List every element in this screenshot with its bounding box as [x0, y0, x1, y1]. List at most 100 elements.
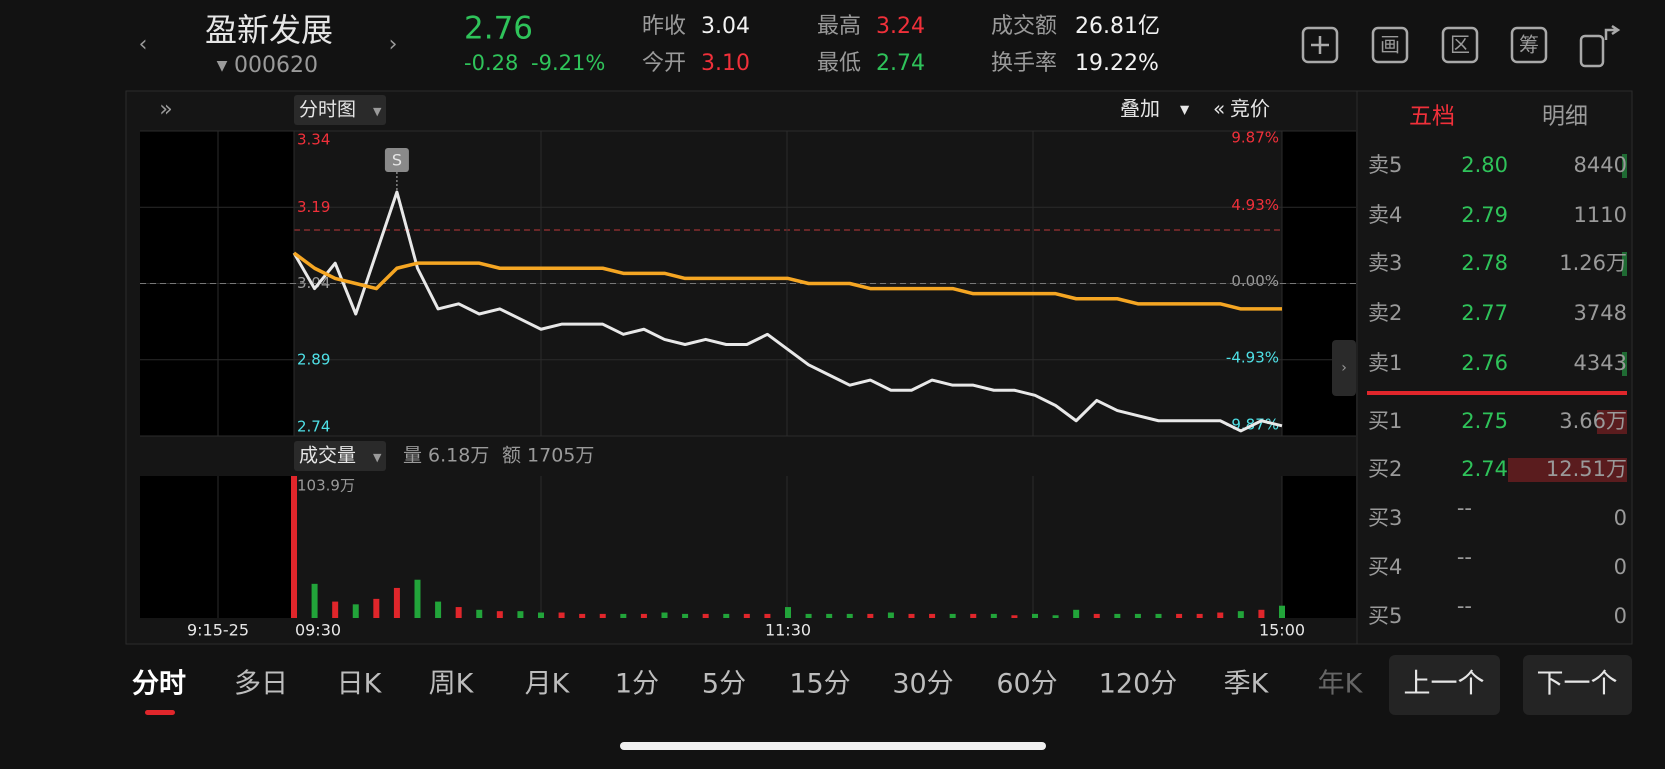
annotation-box [384, 148, 409, 172]
period-tab[interactable]: 年K [1318, 669, 1364, 700]
book-volume: 0 [1614, 555, 1627, 579]
zone-icon[interactable] [1441, 26, 1479, 64]
x-tick-label: 11:30 [765, 621, 811, 640]
book-price: -- [1457, 545, 1472, 569]
collapse[interactable]: » [159, 97, 172, 122]
depth-bar [1508, 458, 1627, 482]
stock-name: 盈新发展 [205, 11, 333, 49]
book-price: 2.78 [1461, 251, 1508, 275]
stat-value: 2.74 [876, 51, 925, 76]
y-tick-label: 2.89 [297, 350, 330, 368]
book-label: 卖2 [1368, 301, 1402, 325]
volume-bar [373, 598, 380, 618]
volume-bar [620, 613, 627, 618]
volume-bar [1176, 613, 1183, 618]
period-tab[interactable]: 1分 [615, 669, 659, 700]
period-tab[interactable]: 季K [1224, 669, 1270, 700]
next-button[interactable] [1523, 655, 1632, 715]
stat-label: 最低 [817, 51, 861, 76]
book-label: 买4 [1368, 555, 1402, 579]
volume-bar [496, 611, 503, 618]
y-tick-label: 3.19 [297, 198, 330, 216]
book-label: 买5 [1368, 604, 1402, 628]
mode-btn[interactable] [294, 95, 386, 125]
volume-bar [291, 476, 297, 618]
book-tab[interactable]: 明细 [1542, 104, 1588, 130]
pct-tick-label: 4.93% [1231, 196, 1279, 214]
book-volume: 12.51万 [1546, 457, 1627, 481]
add-icon[interactable] [1301, 26, 1339, 64]
stat-value: 3.24 [876, 14, 925, 39]
phone-icon[interactable] [1579, 34, 1605, 68]
chart: 3.343.193.042.892.749.87%4.93%0.00%-4.93… [140, 129, 1356, 640]
premarket-vol-area [140, 476, 294, 618]
period-tab[interactable]: 多日 [234, 669, 288, 700]
book-label: 买3 [1368, 506, 1402, 530]
volume-bar [1237, 611, 1244, 618]
volume-bar [538, 612, 544, 618]
volume-bar [517, 611, 524, 618]
period-tab[interactable]: 60分 [996, 669, 1057, 700]
period-tab[interactable]: 30分 [892, 669, 953, 700]
book-tab[interactable]: 五档 [1409, 104, 1455, 130]
stat-label: 今开 [642, 51, 686, 76]
stat-label: 昨收 [642, 14, 686, 39]
icon-label: 区 [1450, 33, 1470, 57]
depth-bar [1597, 410, 1627, 434]
book-price: -- [1457, 496, 1472, 520]
pct-tick-label: -4.93% [1226, 348, 1279, 366]
book-label: 卖4 [1368, 203, 1402, 227]
period-tab[interactable]: 分时 [132, 669, 186, 700]
book-volume: 4343 [1574, 351, 1627, 375]
volume-bar [867, 613, 874, 618]
volume-bar [1196, 613, 1203, 618]
vol-amount: 量 6.18万 [403, 445, 489, 467]
draw-icon[interactable] [1371, 26, 1409, 64]
dropdown-arrow[interactable]: ▼ [217, 58, 228, 74]
price: 2.76 [464, 11, 533, 47]
book-volume: 0 [1614, 604, 1627, 628]
chart-panel [125, 90, 1633, 645]
depth-bar [1622, 154, 1627, 178]
next-stock[interactable]: › [389, 32, 398, 57]
period-tab[interactable]: 日K [337, 669, 383, 700]
vol-btn[interactable] [294, 441, 386, 471]
pct-tick-label: 0.00% [1231, 272, 1279, 290]
prev-stock[interactable]: ‹ [139, 32, 148, 57]
overlay[interactable]: 叠加 [1120, 97, 1160, 121]
change: -0.28 [464, 51, 518, 75]
volume-bar [723, 613, 730, 618]
volume-bar [661, 612, 668, 618]
auction[interactable]: 竞价 [1230, 97, 1270, 121]
prev-button[interactable] [1389, 655, 1500, 715]
expand-btn[interactable] [1332, 340, 1356, 396]
overlay-arrow: ▼ [1180, 103, 1190, 117]
button-label: 上一个 [1404, 669, 1485, 700]
volume-bar [949, 613, 956, 618]
volume-bar [908, 613, 915, 618]
period-tab[interactable]: 15分 [789, 669, 850, 700]
period-tab[interactable]: 周K [429, 669, 475, 700]
depth-bar [1622, 352, 1627, 376]
stat-label: 最高 [817, 14, 861, 39]
x-tick-label: 9:15-25 [187, 621, 249, 640]
icon-label: 画 [1380, 33, 1400, 57]
volume-bar [640, 613, 647, 618]
book-volume: 0 [1614, 506, 1627, 530]
volume-bar [476, 609, 483, 618]
home-indicator [620, 742, 1046, 750]
period-tab[interactable]: 120分 [1099, 669, 1178, 700]
volume-bar [1011, 615, 1018, 618]
book-label: 卖1 [1368, 351, 1402, 375]
volume-bar [785, 607, 791, 618]
chip-icon[interactable] [1510, 26, 1548, 64]
stat-value: 3.04 [701, 14, 750, 39]
period-tab[interactable]: 5分 [702, 669, 746, 700]
period-tab[interactable]: 月K [525, 669, 571, 700]
book-volume: 8440 [1574, 153, 1627, 177]
vol-title: 成交量 [299, 445, 356, 467]
book-price: 2.80 [1461, 153, 1508, 177]
volume-bar [764, 613, 771, 618]
